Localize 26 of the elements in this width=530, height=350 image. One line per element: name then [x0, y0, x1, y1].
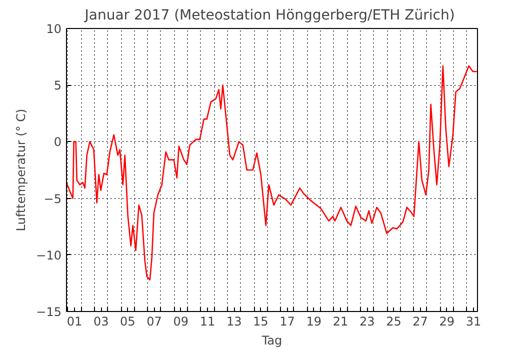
x-tick-label: 11 [200, 314, 216, 328]
x-tick-label: 15 [253, 314, 268, 328]
line-series [66, 65, 478, 280]
y-tick-label: −15 [36, 305, 62, 319]
x-tick-label: 21 [332, 314, 348, 328]
x-tick-label: 03 [93, 314, 109, 328]
chart-title: Januar 2017 (Meteostation Hönggerberg/ETH Zürich) [84, 8, 455, 24]
y-tick-label: 0 [54, 135, 62, 150]
x-tick-label: 29 [439, 314, 455, 328]
x-tick-label: 13 [226, 314, 242, 328]
y-tick-label: −5 [44, 192, 62, 206]
y-tick-label: −10 [36, 248, 62, 262]
x-tick-label: 01 [66, 314, 82, 328]
x-tick-label: 25 [386, 314, 402, 328]
x-axis-title: Tag [260, 334, 282, 348]
x-tick-label: 23 [359, 314, 375, 328]
y-axis-title: Lufttemperatur (° C) [14, 108, 28, 232]
x-tick-label: 31 [466, 314, 482, 328]
x-tick-label: 17 [280, 314, 295, 328]
x-tick-label: 27 [412, 314, 428, 328]
y-tick-label: 5 [54, 78, 62, 93]
x-tick-label: 19 [306, 314, 322, 328]
y-tick-label: 10 [46, 22, 62, 36]
x-tick-label: 07 [146, 314, 162, 328]
x-tick-label: 09 [173, 314, 189, 328]
x-tick-label: 05 [120, 314, 136, 328]
